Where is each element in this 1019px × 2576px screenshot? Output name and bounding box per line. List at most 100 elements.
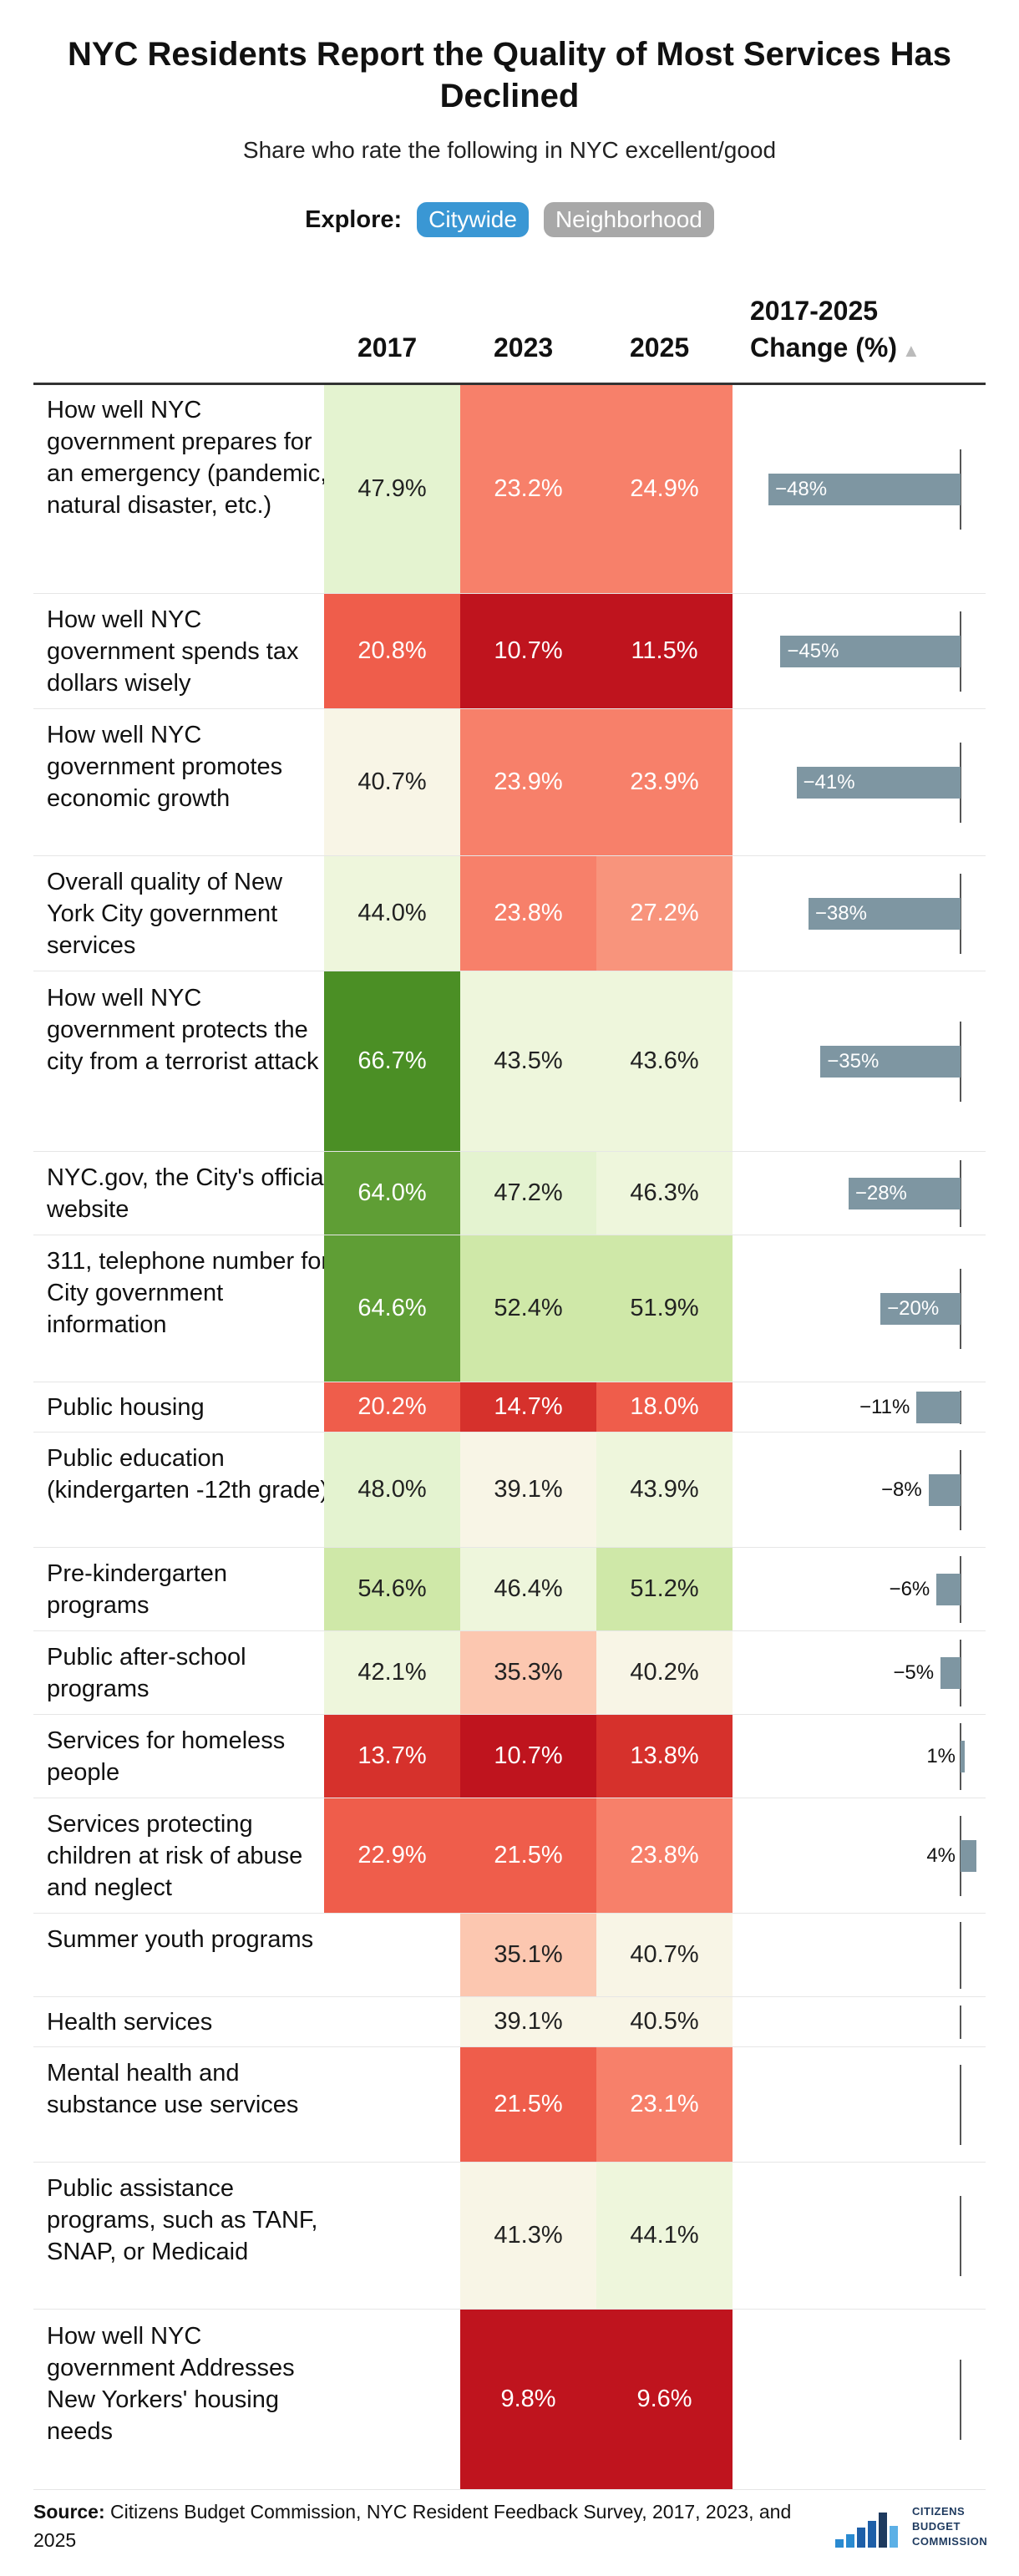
row-label: Summer youth programs [47,1926,314,1953]
change-axis [960,1556,961,1623]
source-text: Citizens Budget Commission, NYC Resident… [33,2501,792,2551]
cbc-logo: CITIZENS BUDGET COMMISSION [835,2502,988,2553]
table-row: How well NYC government promotes economi… [33,709,986,856]
column-header-change-line1[interactable]: 2017-2025 [750,296,879,326]
change-label: −41% [803,771,855,794]
value-cell-2017: 66.7% [324,971,460,1151]
value-cell-2025: 24.9% [596,385,733,593]
source-note: Source: Citizens Budget Commission, NYC … [33,2497,819,2554]
logo-line: CITIZENS [912,2505,966,2518]
table-row: How well NYC government prepares for an … [33,385,986,594]
change-bar [768,474,961,505]
change-label: −35% [827,1050,880,1072]
value-cell-2017: 40.7% [324,709,460,855]
change-bar [961,1741,965,1772]
column-header-2017[interactable]: 2017 [357,332,418,363]
table-row: Mental health and substance use services… [33,2047,986,2163]
column-header-2025[interactable]: 2025 [630,332,690,363]
row-label: How well NYC government Addresses New Yo… [47,2323,295,2445]
row-label: Public housing [47,1394,205,1421]
change-bar [940,1657,961,1689]
value-cell-2023: 23.9% [460,709,596,855]
value-cell-2023: 46.4% [460,1548,596,1630]
value-cell-2017: 13.7% [324,1715,460,1798]
table-row: Public housing 20.2% 14.7% 18.0% −11% [33,1382,986,1433]
table-row: NYC.gov, the City's official website 64.0… [33,1152,986,1235]
change-axis [960,874,961,954]
table-row: Public education (kindergarten -12th gra… [33,1433,986,1548]
column-header-2023[interactable]: 2023 [494,332,554,363]
row-label: NYC.gov, the City's official website [47,1164,330,1223]
table-row: Pre-kindergarten programs 54.6% 46.4% 51.2%… [33,1548,986,1631]
change-label: 4% [926,1844,956,1867]
table-row: Public after-school programs 42.1% 35.3% 40… [33,1631,986,1715]
change-axis [960,1450,961,1530]
change-label: 1% [926,1745,956,1767]
value-cell-2017: 64.0% [324,1152,460,1235]
header-rule [33,383,986,385]
value-cell-2025: 9.6% [596,2310,733,2489]
change-bar [796,767,961,799]
change-label: −11% [859,1396,910,1418]
row-label: How well NYC government prepares for an … [47,397,327,519]
citywide-button[interactable]: Citywide [417,202,529,237]
row-label: Public assistance programs, such as TANF… [47,2175,318,2265]
change-axis [960,1022,961,1102]
neighborhood-button[interactable]: Neighborhood [543,202,714,237]
change-axis [960,2065,961,2145]
explore-toggle: Explore: Citywide Neighborhood [0,202,1019,237]
table-row: Summer youth programs 35.1% 40.7% [33,1914,986,1997]
change-axis [960,449,961,530]
value-cell-2023: 10.7% [460,1715,596,1798]
value-cell-2023: 35.3% [460,1631,596,1714]
value-cell-2017 [324,1914,460,1996]
value-cell-2017 [324,2047,460,2162]
value-cell-2023: 14.7% [460,1382,596,1432]
value-cell-2025: 23.8% [596,1798,733,1913]
table-row: Public assistance programs, such as TANF… [33,2163,986,2310]
value-cell-2023: 41.3% [460,2163,596,2309]
value-cell-2017: 44.0% [324,856,460,971]
logo-line: COMMISSION [912,2535,988,2548]
row-label: How well NYC government protects the cit… [47,985,319,1075]
row-label: Pre-kindergarten programs [47,1560,227,1619]
value-cell-2017: 20.2% [324,1382,460,1432]
value-cell-2023: 9.8% [460,2310,596,2489]
table-row: How well NYC government spends tax dolla… [33,594,986,709]
change-axis [960,2360,961,2440]
row-label: Services protecting children at risk of … [47,1811,303,1901]
row-label: Public education (kindergarten -12th gra… [47,1445,328,1504]
change-axis [960,1922,961,1989]
value-cell-2025: 40.5% [596,1997,733,2046]
value-cell-2017: 20.8% [324,594,460,708]
row-label: Public after-school programs [47,1644,246,1702]
value-cell-2023: 23.2% [460,385,596,593]
change-bar [880,1293,961,1325]
change-bar [808,898,961,930]
value-cell-2025: 13.8% [596,1715,733,1798]
change-bar [916,1392,961,1423]
change-bar [961,1840,977,1872]
source-label: Source: [33,2501,105,2523]
value-cell-2025: 44.1% [596,2163,733,2309]
change-label: −20% [887,1297,940,1320]
value-cell-2025: 40.2% [596,1631,733,1714]
value-cell-2023: 39.1% [460,1433,596,1547]
column-header-change[interactable]: Change (%) ▲ [750,329,920,369]
value-cell-2025: 18.0% [596,1382,733,1432]
chart-title: NYC Residents Report the Quality of Most… [67,36,952,114]
value-cell-2017 [324,2310,460,2489]
change-bar [780,636,961,667]
change-axis [960,1640,961,1706]
value-cell-2017: 64.6% [324,1235,460,1382]
change-bar [928,1474,961,1506]
change-label: −38% [814,902,867,925]
row-label: Overall quality of New York City governm… [47,869,283,959]
sort-ascending-icon[interactable]: ▲ [902,340,920,361]
change-axis [960,2006,961,2039]
table-row: Health services 39.1% 40.5% [33,1997,986,2047]
value-cell-2017: 47.9% [324,385,460,593]
value-cell-2023: 10.7% [460,594,596,708]
value-cell-2025: 23.1% [596,2047,733,2162]
explore-label: Explore: [305,205,403,233]
